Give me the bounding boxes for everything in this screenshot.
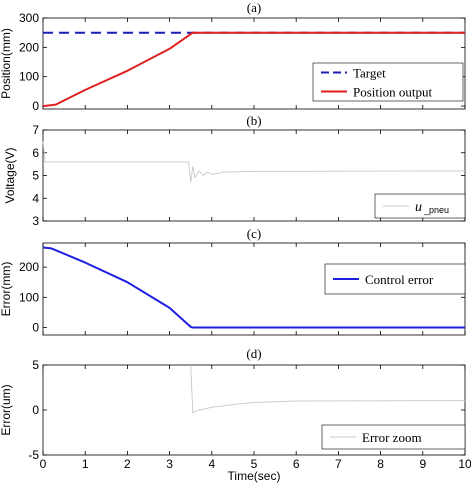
legend-label: Error zoom: [362, 430, 422, 445]
subplot-title: (c): [247, 226, 261, 241]
subplot-b: (b) 3 4 5 6 7 Voltage(V) u _pneu: [3, 113, 466, 228]
x-tick-label: 0: [40, 457, 47, 471]
y-tick-label: 0: [32, 403, 39, 417]
y-tick-label: 200: [19, 260, 39, 274]
subplot-c: (c) 0 100 200 Error(mm) Control error: [0, 226, 466, 336]
subplot-title: (d): [246, 346, 261, 361]
legend-label: Target: [353, 66, 386, 81]
subplot-title: (a): [247, 0, 261, 15]
legend: u _pneu: [374, 193, 466, 219]
x-tick-label: 3: [166, 457, 173, 471]
legend: Target Position output: [312, 62, 464, 102]
y-tick-label: 5: [32, 169, 39, 183]
series-line-control-error: [42, 246, 465, 329]
y-tick-label: -5: [28, 448, 39, 462]
y-tick-label: 4: [32, 191, 39, 205]
x-tick-label: 9: [419, 457, 426, 471]
y-tick-label: 3: [32, 214, 39, 228]
y-axis-label: Error(um): [0, 384, 13, 435]
series-line-error-zoom: [190, 364, 466, 414]
legend: Error zoom: [321, 424, 466, 450]
subplot-title: (b): [246, 113, 261, 128]
legend-label: Control error: [365, 272, 434, 287]
y-tick-label: 5: [32, 358, 39, 372]
legend-label: u: [415, 200, 422, 215]
y-tick-label: 300: [19, 11, 39, 25]
x-tick-label: 2: [124, 457, 131, 471]
x-tick-label: 5: [251, 457, 258, 471]
x-tick-label: 10: [458, 457, 471, 471]
y-tick-label: 200: [19, 40, 39, 54]
legend-box: [312, 62, 464, 102]
subplot-a: (a) 0 100 200 300 Position(mm) Target Position …: [0, 0, 466, 113]
y-axis-label: Voltage(V): [3, 147, 17, 203]
x-axis-label: Time(sec): [228, 469, 281, 483]
y-tick-label: 0: [32, 320, 39, 334]
series-line-position-output: [42, 31, 465, 108]
x-tick-label: 6: [293, 457, 300, 471]
x-tick-label: 8: [377, 457, 384, 471]
x-tick-label: 7: [335, 457, 342, 471]
y-tick-label: 7: [32, 123, 39, 137]
y-tick-label: 100: [19, 290, 39, 304]
series-line-u-pneu: [42, 141, 466, 183]
y-tick-label: 0: [32, 99, 39, 113]
y-axis-label: Position(mm): [0, 28, 13, 99]
y-tick-label: 100: [19, 70, 39, 84]
x-tick-label: 4: [208, 457, 215, 471]
legend-label-subscript: _pneu: [423, 205, 449, 215]
legend: Control error: [324, 263, 466, 295]
y-tick-label: 6: [32, 146, 39, 160]
y-axis-label: Error(mm): [0, 262, 13, 317]
legend-label: Position output: [353, 85, 432, 100]
x-tick-label: 1: [82, 457, 89, 471]
